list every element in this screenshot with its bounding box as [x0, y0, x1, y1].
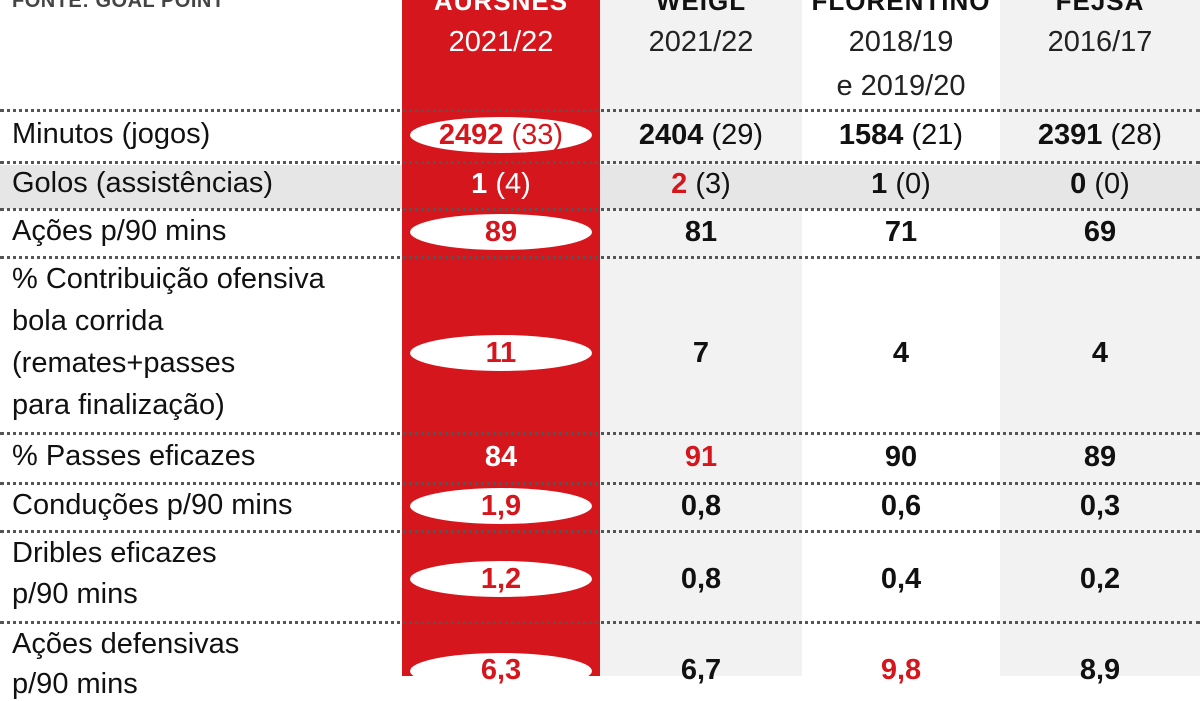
highlight-pill: [410, 214, 592, 250]
value-aursnes-passes: 84: [484, 441, 518, 473]
value-aursnes-carries: 1,9: [480, 490, 522, 522]
value-fejsa-minutes: 2391 (28): [1037, 119, 1163, 151]
highlight-pill: [410, 488, 592, 524]
row-label-goals: Golos (assistências): [12, 167, 274, 199]
row-separator: [0, 208, 1200, 211]
value-weigl-offensive: 7: [692, 337, 710, 369]
value-aursnes-defensive: 6,3: [480, 654, 522, 686]
row-stripe-label: [0, 165, 402, 209]
row-label-actions: Ações p/90 mins: [12, 215, 227, 247]
player-name-weigl: WEIGL: [655, 0, 747, 16]
value-fejsa-goals: 0 (0): [1070, 168, 1130, 200]
row-separator: [0, 256, 1200, 259]
value-florentino-actions: 71: [884, 216, 918, 248]
player-name-aursnes: AURSNES: [433, 0, 569, 16]
value-weigl-passes: 91: [684, 441, 718, 473]
value-aursnes-dribbles: 1,2: [480, 563, 522, 595]
highlight-pill: [410, 117, 592, 153]
row-label-dribbles-2: p/90 mins: [12, 578, 138, 610]
season-fejsa: 2016/17: [1047, 26, 1153, 58]
row-separator: [0, 530, 1200, 533]
season-florentino: 2018/19: [848, 26, 954, 58]
value-aursnes-actions: 89: [484, 216, 518, 248]
row-label-defensive-1: Ações defensivas: [12, 628, 240, 660]
season-aursnes: 2021/22: [448, 26, 554, 58]
value-weigl-goals: 2 (3): [671, 168, 731, 200]
season-florentino-2: e 2019/20: [836, 70, 966, 102]
row-label-minutes: Minutos (jogos): [12, 118, 211, 150]
row-label-offensive-contribution-3: (remates+passes: [12, 347, 236, 379]
row-separator: [0, 621, 1200, 624]
value-fejsa-dribbles: 0,2: [1079, 563, 1121, 595]
row-label-carries: Conduções p/90 mins: [12, 489, 293, 521]
highlight-pill: [410, 335, 592, 371]
value-fejsa-defensive: 8,9: [1079, 654, 1121, 686]
value-aursnes-goals: 1 (4): [471, 168, 531, 200]
value-fejsa-carries: 0,3: [1079, 490, 1121, 522]
value-florentino-offensive: 4: [892, 337, 910, 369]
value-florentino-defensive: 9,8: [880, 654, 922, 686]
value-fejsa-offensive: 4: [1091, 337, 1109, 369]
season-weigl: 2021/22: [648, 26, 754, 58]
value-weigl-actions: 81: [684, 216, 718, 248]
row-label-dribbles-1: Dribles eficazes: [12, 537, 217, 569]
value-fejsa-actions: 69: [1083, 216, 1117, 248]
value-weigl-minutes: 2404 (29): [638, 119, 764, 151]
row-label-defensive-2: p/90 mins: [12, 668, 138, 700]
row-label-offensive-contribution-4: para finalização): [12, 389, 225, 421]
player-name-fejsa: FEJSA: [1055, 0, 1145, 16]
row-stripe-values: [600, 165, 1200, 209]
row-label-passes: % Passes eficazes: [12, 440, 256, 472]
row-separator: [0, 482, 1200, 485]
value-florentino-goals: 1 (0): [871, 168, 931, 200]
value-florentino-carries: 0,6: [880, 490, 922, 522]
player-name-florentino: FLORENTINO: [811, 0, 991, 16]
value-florentino-minutes: 1584 (21): [838, 119, 964, 151]
highlight-pill: [410, 561, 592, 597]
column-shade-weigl: [600, 0, 802, 676]
value-aursnes-minutes: 2492 (33): [438, 119, 564, 151]
value-florentino-passes: 90: [884, 441, 918, 473]
value-weigl-dribbles: 0,8: [680, 563, 722, 595]
value-florentino-dribbles: 0,4: [880, 563, 922, 595]
row-separator: [0, 161, 1200, 164]
value-weigl-carries: 0,8: [680, 490, 722, 522]
value-weigl-defensive: 6,7: [680, 654, 722, 686]
value-aursnes-offensive: 11: [485, 337, 517, 369]
row-label-offensive-contribution-2: bola corrida: [12, 305, 164, 337]
row-separator: [0, 432, 1200, 435]
row-separator: [0, 109, 1200, 112]
row-label-offensive-contribution-1: % Contribuição ofensiva: [12, 263, 325, 295]
column-shade-fejsa: [1000, 0, 1200, 676]
source-note: FONTE: GOAL POINT: [12, 0, 225, 12]
value-fejsa-passes: 89: [1083, 441, 1117, 473]
